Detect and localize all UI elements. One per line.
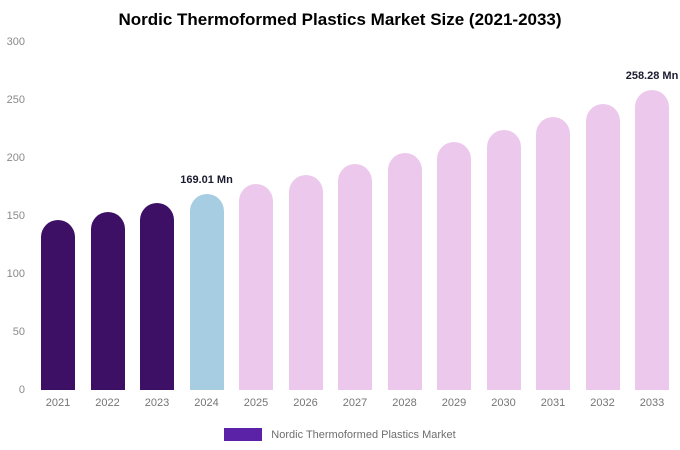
bar-2025[interactable] [239,184,273,390]
chart-title: Nordic Thermoformed Plastics Market Size… [118,10,562,29]
bar-column: 2026 [284,42,328,409]
bar-column: 2031 [531,42,575,409]
bar-column: 258.28 Mn 2033 [626,42,679,409]
y-tick-label: 300 [6,36,25,48]
y-tick-label: 150 [6,210,25,222]
x-axis-label: 2032 [590,397,615,409]
bar-column: 2022 [86,42,130,409]
bar-2023[interactable] [140,203,174,390]
y-tick-label: 50 [12,326,25,338]
bar-column: 2023 [135,42,179,409]
y-tick-label: 0 [18,384,25,396]
bar-2028[interactable] [387,153,422,390]
plot-area: 2021 2022 2023 169.01 Mn 2024 2025 2026 2027 202… [36,42,679,409]
legend: Nordic Thermoformed Plastics Market [0,428,680,441]
x-axis-label: 2033 [639,397,665,409]
bar-2032[interactable] [585,104,620,390]
x-axis-label: 2031 [540,397,566,409]
legend-swatch [224,428,263,441]
bar-column: 169.01 Mn 2024 [180,42,233,409]
x-axis-label: 2022 [95,397,120,409]
x-axis-label: 2023 [144,397,170,409]
bar-column: 2032 [581,42,625,409]
bar-2030[interactable] [486,129,521,390]
bar-2021[interactable] [41,219,75,390]
bar-column: 2029 [432,42,476,409]
bar-value-label: 169.01 Mn [180,173,233,186]
bar-2024[interactable] [189,193,224,390]
x-axis-label: 2025 [243,397,269,409]
bar-2027[interactable] [338,164,372,390]
bar-2031[interactable] [536,117,570,390]
bar-value-label: 258.28 Mn [625,70,679,83]
y-tick-label: 100 [6,268,25,280]
x-axis-label: 2030 [491,397,516,409]
y-tick-label: 250 [6,94,25,106]
bar-column: 2025 [234,42,278,409]
legend-label: Nordic Thermoformed Plastics Market [271,428,456,441]
x-axis-label: 2021 [45,397,71,409]
bar-column: 2028 [383,42,427,409]
bar-column: 2021 [36,42,80,409]
bar-column: 2030 [482,42,526,409]
x-axis-label: 2028 [392,397,417,409]
x-axis-label: 2029 [441,397,467,409]
y-axis: 0 50 100 150 200 250 300 [0,36,30,396]
x-axis-label: 2027 [342,397,368,409]
bar-2033[interactable] [635,90,669,390]
y-tick-label: 200 [6,152,25,164]
bar-column: 2027 [333,42,377,409]
bar-2026[interactable] [288,174,323,390]
x-axis-label: 2024 [194,397,219,409]
bar-2022[interactable] [90,211,125,390]
x-axis-label: 2026 [293,397,318,409]
bar-2029[interactable] [437,141,471,390]
